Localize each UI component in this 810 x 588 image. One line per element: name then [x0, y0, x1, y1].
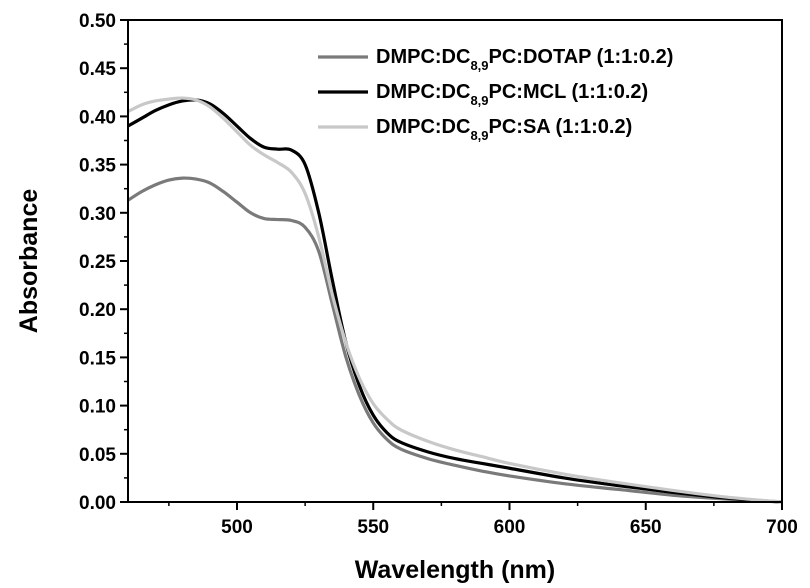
legend-label-text: DMPC:DC	[376, 46, 470, 68]
legend-label-subscript: 8,9	[470, 58, 488, 73]
legend-label-text: DMPC:DC	[376, 116, 470, 138]
y-tick-label: 0.40	[79, 107, 116, 128]
y-tick-label: 0.15	[79, 348, 116, 369]
y-tick-label: 0.20	[79, 300, 116, 321]
y-axis-title: Absorbance	[15, 189, 43, 334]
axes-layer: 0.00 0.05 0.10 0.15 0.20 0.25 0.30 0.35 0.40 0.45…	[79, 11, 798, 538]
series-line-1	[127, 176, 783, 504]
y-tick-label: 0.10	[79, 397, 116, 418]
y-tick-label: 0.25	[79, 252, 116, 273]
legend-label-subscript: 8,9	[470, 128, 488, 143]
x-tick-label: 650	[630, 517, 662, 538]
x-tick-label: 500	[221, 517, 253, 538]
x-tick-label: 550	[357, 517, 389, 538]
legend-label-subscript: 8,9	[470, 93, 488, 108]
series-layer	[127, 96, 783, 504]
series-line-3	[127, 96, 783, 504]
y-tick-label: 0.00	[79, 493, 116, 514]
series-line-2	[127, 98, 783, 504]
legend-label-1: DMPC:DC8,9PC:DOTAP (1:1:0.2)	[376, 46, 673, 73]
y-tick-label: 0.30	[79, 204, 116, 225]
y-tick-label: 0.50	[79, 11, 116, 32]
x-tick-label: 700	[766, 517, 798, 538]
y-tick-label: 0.35	[79, 156, 116, 177]
legend: DMPC:DC8,9PC:DOTAP (1:1:0.2)DMPC:DC8,9PC…	[318, 46, 673, 143]
legend-label-text: PC:DOTAP (1:1:0.2)	[489, 46, 674, 68]
legend-label-text: PC:SA (1:1:0.2)	[489, 116, 633, 138]
legend-label-text: PC:MCL (1:1:0.2)	[489, 81, 649, 103]
x-tick-label: 600	[494, 517, 526, 538]
legend-label-2: DMPC:DC8,9PC:MCL (1:1:0.2)	[376, 81, 648, 108]
legend-label-3: DMPC:DC8,9PC:SA (1:1:0.2)	[376, 116, 632, 143]
y-tick-label: 0.05	[79, 445, 116, 466]
x-axis-title: Wavelength (nm)	[355, 556, 555, 584]
legend-label-text: DMPC:DC	[376, 81, 470, 103]
y-tick-label: 0.45	[79, 59, 116, 80]
